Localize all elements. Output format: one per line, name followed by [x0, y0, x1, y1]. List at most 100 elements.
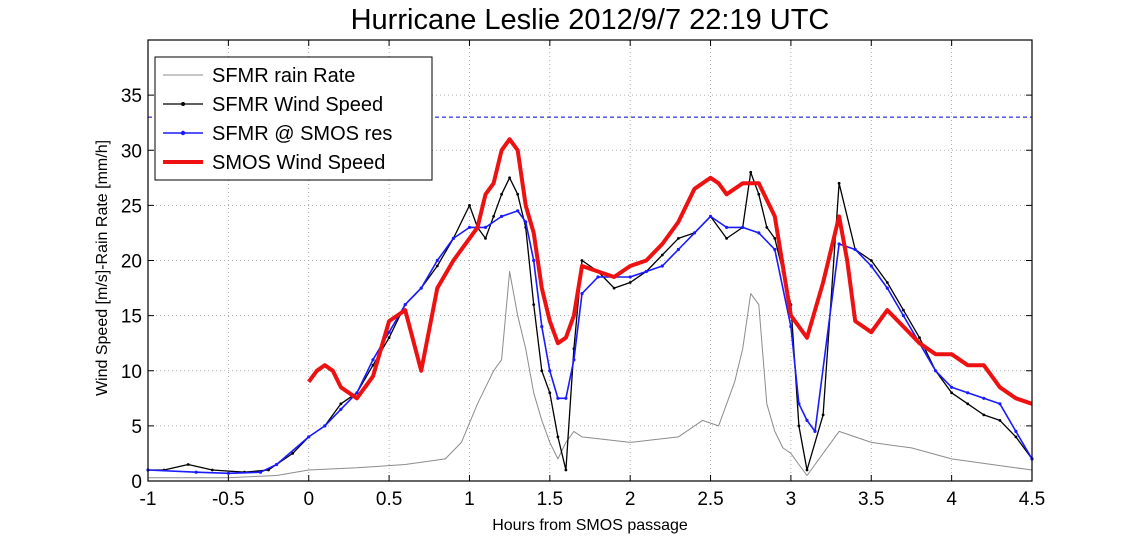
- series-line-1: [148, 171, 1033, 473]
- data-point: [757, 192, 761, 196]
- data-point: [532, 258, 536, 263]
- y-tick-label: 0: [131, 472, 142, 493]
- series-3: [307, 137, 1033, 406]
- legend-marker: [181, 102, 185, 106]
- data-point: [532, 303, 536, 306]
- data-point: [902, 308, 905, 312]
- legend-label: SFMR rain Rate: [212, 65, 355, 87]
- x-tick-label: 4.5: [1019, 489, 1045, 510]
- legend-box: [154, 56, 433, 181]
- data-point: [644, 269, 648, 274]
- data-point: [210, 468, 214, 472]
- x-tick-label: 0: [303, 489, 314, 510]
- data-point: [556, 435, 560, 439]
- data-point: [194, 470, 198, 474]
- data-point: [492, 215, 495, 218]
- data-point: [483, 225, 488, 229]
- data-point: [371, 363, 375, 367]
- data-point: [500, 214, 504, 218]
- data-point: [869, 264, 873, 268]
- x-tick-label: 3: [786, 489, 797, 510]
- data-point: [725, 237, 728, 240]
- data-point: [998, 402, 1002, 406]
- y-tick-label: 15: [121, 307, 142, 328]
- x-tick-label: -0.5: [212, 489, 245, 510]
- data-point: [339, 402, 343, 406]
- series-line-3: [307, 137, 1033, 406]
- data-point: [797, 402, 801, 406]
- data-point: [548, 369, 552, 373]
- data-point: [918, 336, 921, 340]
- data-point: [387, 330, 391, 334]
- data-point: [508, 176, 511, 180]
- data-point: [419, 286, 423, 290]
- data-point: [950, 391, 953, 395]
- data-point: [516, 209, 520, 213]
- data-point: [628, 281, 632, 284]
- x-tick-label: -1: [140, 489, 157, 510]
- data-point: [885, 286, 889, 290]
- x-tick-label: 4: [946, 489, 957, 510]
- data-point: [789, 325, 793, 329]
- data-point: [403, 303, 407, 307]
- data-point: [275, 462, 279, 467]
- x-tick-label: 1: [464, 489, 475, 510]
- data-point: [765, 226, 769, 229]
- y-tick-label: 35: [121, 86, 142, 107]
- y-tick-label: 20: [121, 252, 142, 273]
- data-point: [934, 369, 938, 373]
- x-tick-label: 2.5: [697, 489, 723, 510]
- data-point: [371, 358, 375, 362]
- legend-label: SFMR @ SMOS res: [212, 123, 392, 145]
- data-point: [869, 259, 873, 262]
- data-point: [741, 225, 745, 229]
- data-point: [186, 463, 190, 466]
- data-point: [773, 237, 777, 240]
- data-point: [660, 253, 664, 257]
- data-point: [813, 429, 817, 433]
- data-point: [805, 468, 809, 472]
- series-0: [148, 271, 1033, 479]
- data-point: [451, 236, 455, 240]
- data-point: [387, 336, 391, 340]
- data-point: [307, 435, 311, 439]
- data-point: [966, 402, 970, 406]
- x-tick-label: 2: [625, 489, 636, 510]
- data-point: [540, 369, 544, 373]
- legend-label: SMOS Wind Speed: [212, 152, 385, 174]
- data-point: [966, 391, 970, 395]
- data-point: [676, 247, 681, 252]
- y-tick-label: 30: [121, 141, 142, 162]
- y-tick-label: 25: [121, 196, 142, 217]
- legend-marker: [180, 130, 186, 136]
- data-point: [797, 424, 801, 428]
- data-point: [524, 220, 528, 224]
- data-point: [540, 325, 544, 329]
- data-point: [998, 419, 1002, 422]
- data-point: [982, 413, 986, 417]
- data-point: [564, 396, 568, 400]
- data-point: [580, 259, 584, 262]
- data-point: [885, 281, 889, 284]
- chart-title: Hurricane Leslie 2012/9/7 22:19 UTC: [351, 4, 830, 36]
- data-point: [339, 407, 343, 411]
- data-point: [982, 396, 986, 400]
- data-point: [708, 214, 713, 218]
- data-point: [580, 292, 584, 296]
- y-tick-label: 10: [121, 362, 142, 383]
- legend-label: SFMR Wind Speed: [212, 94, 383, 116]
- data-point: [484, 237, 487, 240]
- data-point: [355, 391, 359, 395]
- data-point: [516, 192, 520, 196]
- data-point: [612, 286, 616, 290]
- axis-ticks: -1 -0.5 0 0.5 1 1.5 2 2.5 3 3.5 4 4.5 0 5 10 15 20 25 30 35: [121, 40, 1045, 510]
- data-point: [291, 452, 295, 455]
- series-line-2: [147, 210, 1033, 475]
- x-axis-title: Hours from SMOS passage: [492, 517, 688, 534]
- x-tick-label: 1.5: [537, 489, 563, 510]
- data-point: [226, 471, 230, 475]
- x-tick-label: 0.5: [376, 489, 402, 510]
- y-tick-label: 5: [131, 417, 142, 438]
